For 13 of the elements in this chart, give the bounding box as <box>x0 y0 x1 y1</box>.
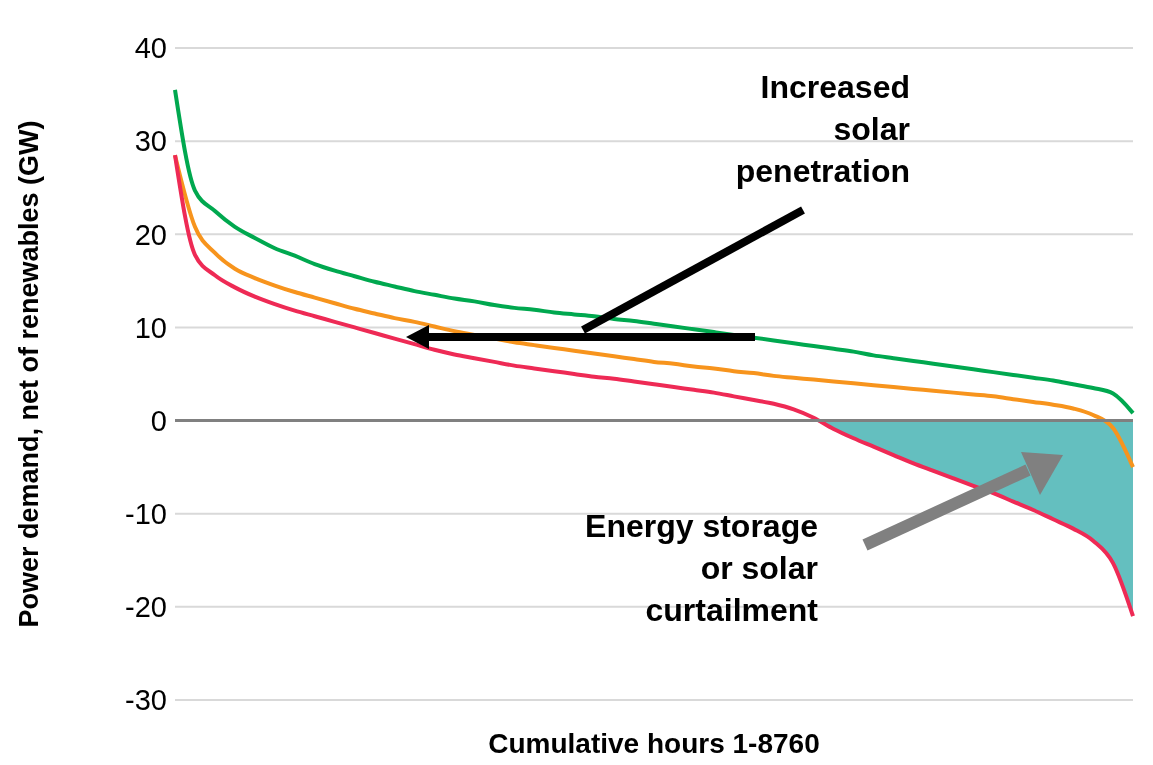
line-series <box>173 153 1135 619</box>
y-tick-label: -10 <box>125 498 167 531</box>
y-tick-label: 30 <box>134 125 167 158</box>
y-tick-label: 0 <box>150 404 167 437</box>
annotation: Increased solar penetration <box>734 68 910 191</box>
y-tick-label: 40 <box>134 32 167 65</box>
y-tick-label: 10 <box>134 311 167 344</box>
x-axis-title: Cumulative hours 1-8760 <box>488 728 820 759</box>
y-tick-label: 20 <box>134 218 167 251</box>
annotation: Energy storage or solar curtailment <box>584 507 818 630</box>
y-axis-title: Power demand, net of renewables (GW) <box>13 120 44 628</box>
y-tick-label: -20 <box>125 591 167 624</box>
y-tick-label: -30 <box>125 684 167 717</box>
